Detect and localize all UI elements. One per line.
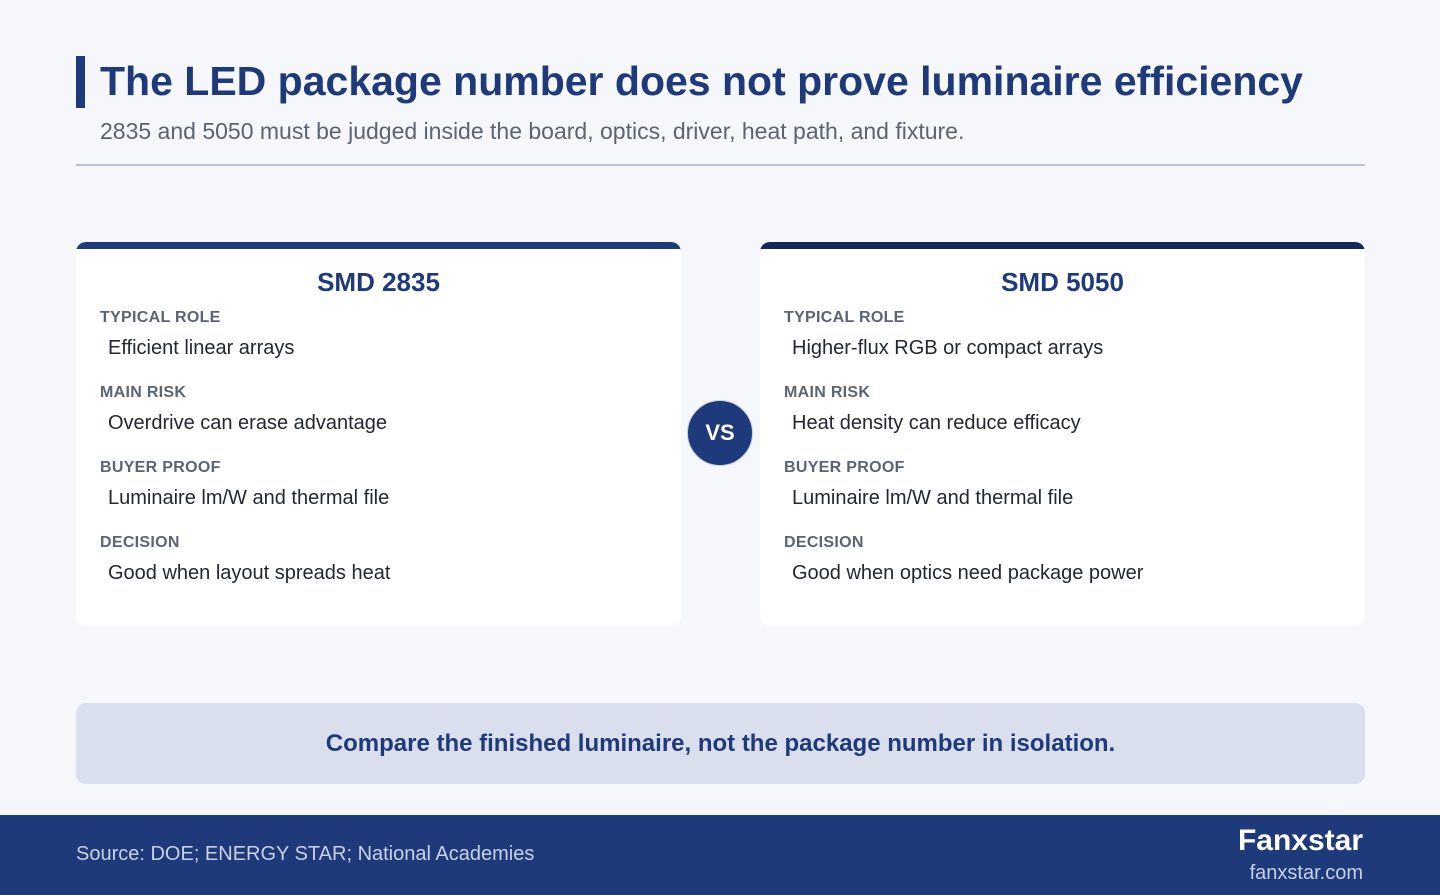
card-row-main-risk: MAIN RISK Overdrive can erase advantage [100, 383, 660, 435]
row-value: Luminaire lm/W and thermal file [108, 487, 390, 509]
page-subtitle: 2835 and 5050 must be judged inside the … [100, 118, 965, 144]
card-row-main-risk: MAIN RISK Heat density can reduce effica… [784, 383, 1344, 435]
row-label: BUYER PROOF [100, 459, 221, 476]
row-value: Heat density can reduce efficacy [792, 412, 1081, 434]
row-label: DECISION [100, 534, 180, 551]
card-row-typical-role: TYPICAL ROLE Higher-flux RGB or compact … [784, 308, 1344, 360]
row-label: MAIN RISK [784, 384, 871, 401]
row-label: BUYER PROOF [784, 459, 905, 476]
comparison-card-5050: SMD 5050 TYPICAL ROLE Higher-flux RGB or… [760, 242, 1365, 626]
row-label: TYPICAL ROLE [784, 309, 905, 326]
row-label: TYPICAL ROLE [100, 309, 221, 326]
row-label: DECISION [784, 534, 864, 551]
card-title: SMD 5050 [1001, 267, 1124, 297]
card-accent-line [76, 242, 681, 249]
brand-logo-text: Fanxstar [1237, 824, 1363, 857]
row-value: Higher-flux RGB or compact arrays [792, 337, 1104, 359]
row-label: MAIN RISK [100, 384, 187, 401]
card-row-decision: DECISION Good when optics need package p… [784, 533, 1344, 585]
card-row-buyer-proof: BUYER PROOF Luminaire lm/W and thermal f… [784, 458, 1344, 510]
row-value: Good when layout spreads heat [108, 562, 391, 584]
card-accent-line [760, 242, 1365, 249]
vs-badge: VS [687, 400, 753, 466]
callout-text: Compare the finished luminaire, not the … [325, 729, 1116, 757]
row-value: Good when optics need package power [792, 562, 1144, 584]
card-row-decision: DECISION Good when layout spreads heat [100, 533, 660, 585]
footer-bar: Source: DOE; ENERGY STAR; National Acade… [0, 815, 1440, 895]
title-accent-bar [76, 56, 85, 108]
card-title: SMD 2835 [317, 267, 440, 297]
card-row-typical-role: TYPICAL ROLE Efficient linear arrays [100, 308, 660, 360]
header-divider [76, 164, 1365, 166]
row-value: Efficient linear arrays [108, 337, 295, 359]
takeaway-callout: Compare the finished luminaire, not the … [76, 703, 1365, 784]
brand-url: fanxstar.com [1249, 862, 1363, 884]
source-citation: Source: DOE; ENERGY STAR; National Acade… [76, 843, 535, 865]
card-row-buyer-proof: BUYER PROOF Luminaire lm/W and thermal f… [100, 458, 660, 510]
comparison-card-2835: SMD 2835 TYPICAL ROLE Efficient linear a… [76, 242, 681, 626]
row-value: Overdrive can erase advantage [108, 412, 388, 434]
row-value: Luminaire lm/W and thermal file [792, 487, 1074, 509]
page-title: The LED package number does not prove lu… [100, 58, 1303, 104]
